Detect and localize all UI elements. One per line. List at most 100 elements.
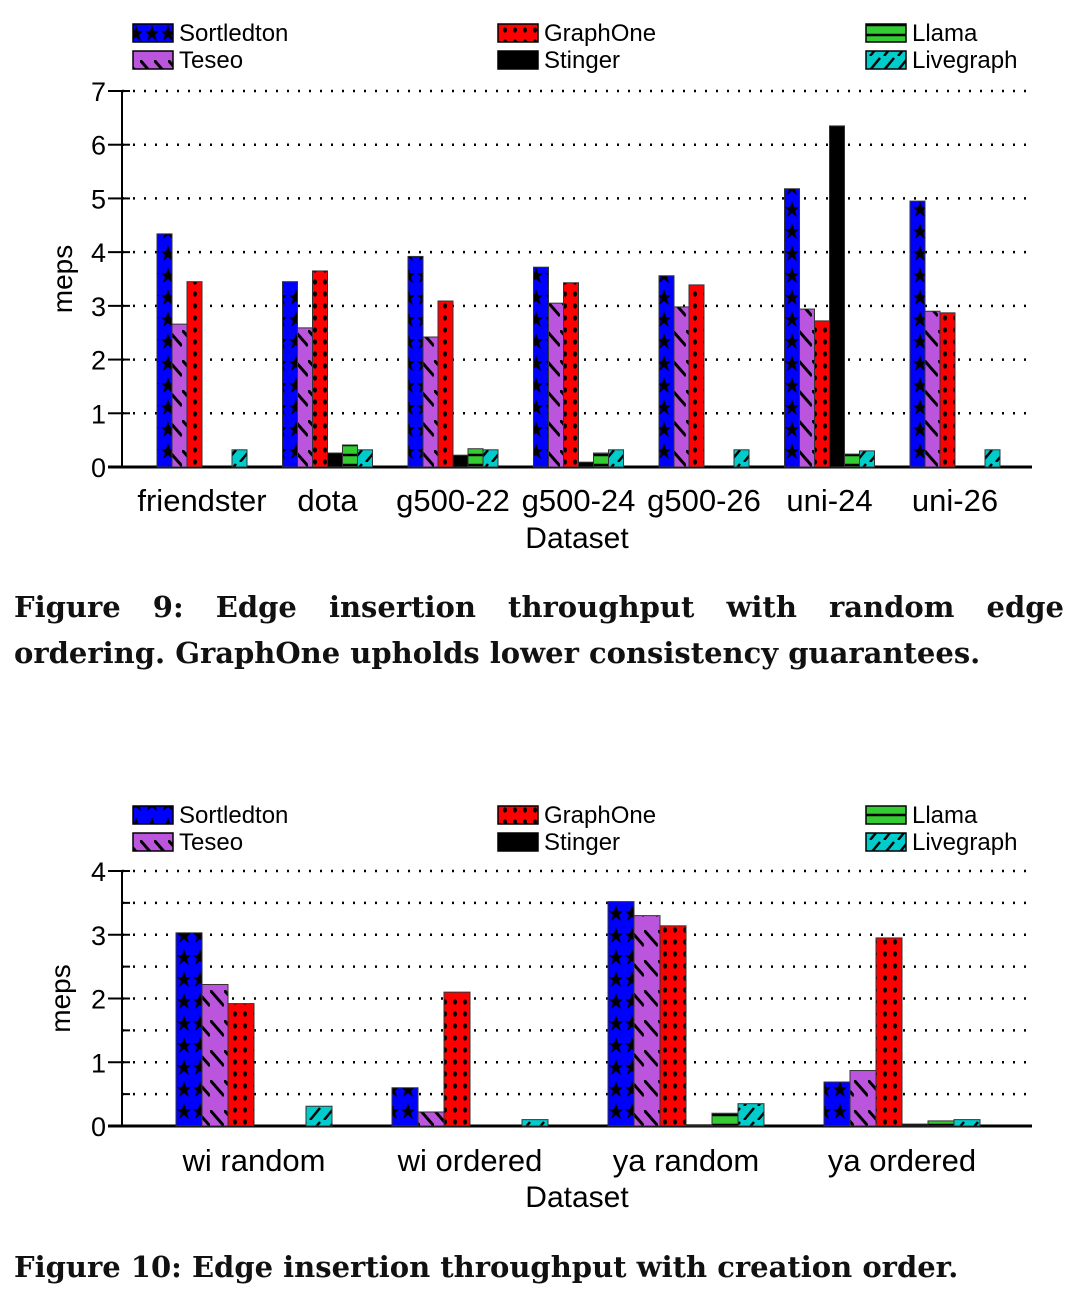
bar-livegraph — [953, 1119, 981, 1127]
legend-swatch-llama — [865, 805, 907, 825]
x-axis-label: Dataset — [525, 522, 629, 555]
x-tick-label: g500-22 — [396, 483, 510, 518]
y-tick-label: 1 — [91, 1048, 106, 1078]
bar-teseo — [417, 1111, 445, 1127]
bar-llama — [927, 1120, 955, 1127]
y-tick-label: 2 — [91, 985, 106, 1015]
x-tick-label: dota — [297, 483, 358, 518]
bar-teseo — [171, 323, 188, 468]
legend-label-llama: Llama — [912, 802, 978, 829]
bar-livegraph — [357, 449, 373, 468]
legend-swatch-stinger — [497, 50, 539, 70]
bar-stinger — [327, 452, 343, 468]
bar-sortledton — [909, 200, 926, 468]
bar-teseo — [201, 983, 229, 1127]
legend-swatch-teseo — [132, 50, 174, 70]
x-tick-label: g500-26 — [647, 483, 761, 518]
bar-graphone — [186, 281, 203, 468]
legend-swatch-stinger — [497, 832, 539, 852]
bar-livegraph — [733, 449, 750, 468]
legend-label-graphone: GraphOne — [544, 802, 656, 829]
y-tick-label: 4 — [91, 238, 106, 268]
legend-label-sortledton: Sortledton — [179, 802, 288, 829]
legend-label-llama: Llama — [912, 20, 978, 47]
y-tick-label: 0 — [91, 1112, 106, 1142]
legend-swatch-graphone — [497, 23, 539, 43]
x-tick-label: g500-24 — [522, 483, 636, 518]
bar-sortledton — [607, 901, 635, 1127]
legend-label-stinger: Stinger — [544, 47, 620, 74]
y-tick-label: 3 — [91, 921, 106, 951]
x-axis-label: Dataset — [525, 1181, 629, 1214]
legend-swatch-sortledton — [132, 805, 174, 825]
x-tick-label: ya random — [613, 1143, 759, 1178]
y-tick-label: 6 — [91, 131, 106, 161]
bar-livegraph — [482, 449, 499, 468]
y-tick-label: 0 — [91, 453, 106, 483]
legend-swatch-sortledton — [132, 23, 174, 43]
legend-label-teseo: Teseo — [179, 829, 243, 856]
bar-sortledton — [391, 1087, 419, 1127]
bar-sortledton — [407, 255, 424, 468]
legend-swatch-graphone — [497, 805, 539, 825]
bar-teseo — [633, 915, 661, 1127]
bar-sortledton — [823, 1081, 851, 1127]
bar-teseo — [297, 327, 313, 468]
bar-graphone — [563, 282, 579, 468]
bar-sortledton — [282, 281, 298, 468]
bar-graphone — [939, 312, 956, 468]
x-tick-label: wi ordered — [397, 1143, 543, 1178]
legend-swatch-livegraph — [865, 50, 907, 70]
bar-llama — [844, 453, 860, 468]
bar-sortledton — [658, 275, 675, 468]
y-tick-label: 3 — [91, 292, 106, 322]
legend-label-livegraph: Livegraph — [912, 829, 1017, 856]
chart-2: 0 1 2 3 4 meps Dataset wi random wi ordered ya ra… — [45, 802, 1032, 1214]
bar-graphone — [688, 284, 705, 468]
legend-label-graphone: GraphOne — [544, 20, 656, 47]
bar-livegraph — [608, 449, 624, 468]
legend-label-livegraph: Livegraph — [912, 47, 1017, 74]
bar-livegraph — [984, 449, 1001, 468]
bar-sortledton — [175, 932, 203, 1127]
x-tick-label: friendster — [137, 483, 266, 518]
bar-teseo — [548, 302, 564, 468]
legend-swatch-teseo — [132, 832, 174, 852]
y-tick-label: 1 — [91, 399, 106, 429]
x-tick-label: uni-26 — [912, 483, 998, 518]
legend-swatch-livegraph — [865, 832, 907, 852]
x-tick-label: ya ordered — [828, 1143, 976, 1178]
bar-graphone — [437, 300, 454, 468]
bar-llama — [593, 452, 609, 468]
x-tick-label: wi random — [182, 1143, 326, 1178]
bar-livegraph — [737, 1103, 765, 1127]
bar-llama — [467, 448, 484, 468]
bar-stinger — [578, 461, 594, 468]
bar-sortledton — [533, 266, 549, 468]
bar-stinger — [452, 454, 469, 468]
y-axis-label: meps — [47, 245, 78, 313]
chart-1: 0 1 2 3 4 5 6 7 meps Dataset friendster dota g500-22… — [47, 20, 1032, 555]
y-axis-label: meps — [45, 964, 76, 1032]
legend-label-teseo: Teseo — [179, 47, 243, 74]
bar-graphone — [312, 270, 328, 468]
bar-stinger — [901, 1123, 929, 1127]
y-tick-label: 4 — [91, 857, 106, 887]
bar-teseo — [422, 336, 439, 468]
figure-9-caption: Figure 9: Edge insertion throughput with… — [14, 590, 1064, 670]
bar-graphone — [875, 937, 903, 1127]
bar-livegraph — [231, 449, 248, 468]
bar-teseo — [849, 1070, 877, 1127]
bar-livegraph — [305, 1105, 333, 1127]
bar-teseo — [924, 310, 941, 468]
bar-llama — [342, 444, 358, 468]
bar-graphone — [227, 1003, 255, 1127]
bar-teseo — [799, 308, 815, 468]
bar-llama — [711, 1112, 739, 1127]
bar-graphone — [443, 991, 471, 1127]
y-tick-label: 5 — [91, 184, 106, 214]
bar-livegraph — [859, 450, 875, 468]
y-tick-label: 7 — [91, 77, 106, 107]
legend-label-stinger: Stinger — [544, 829, 620, 856]
